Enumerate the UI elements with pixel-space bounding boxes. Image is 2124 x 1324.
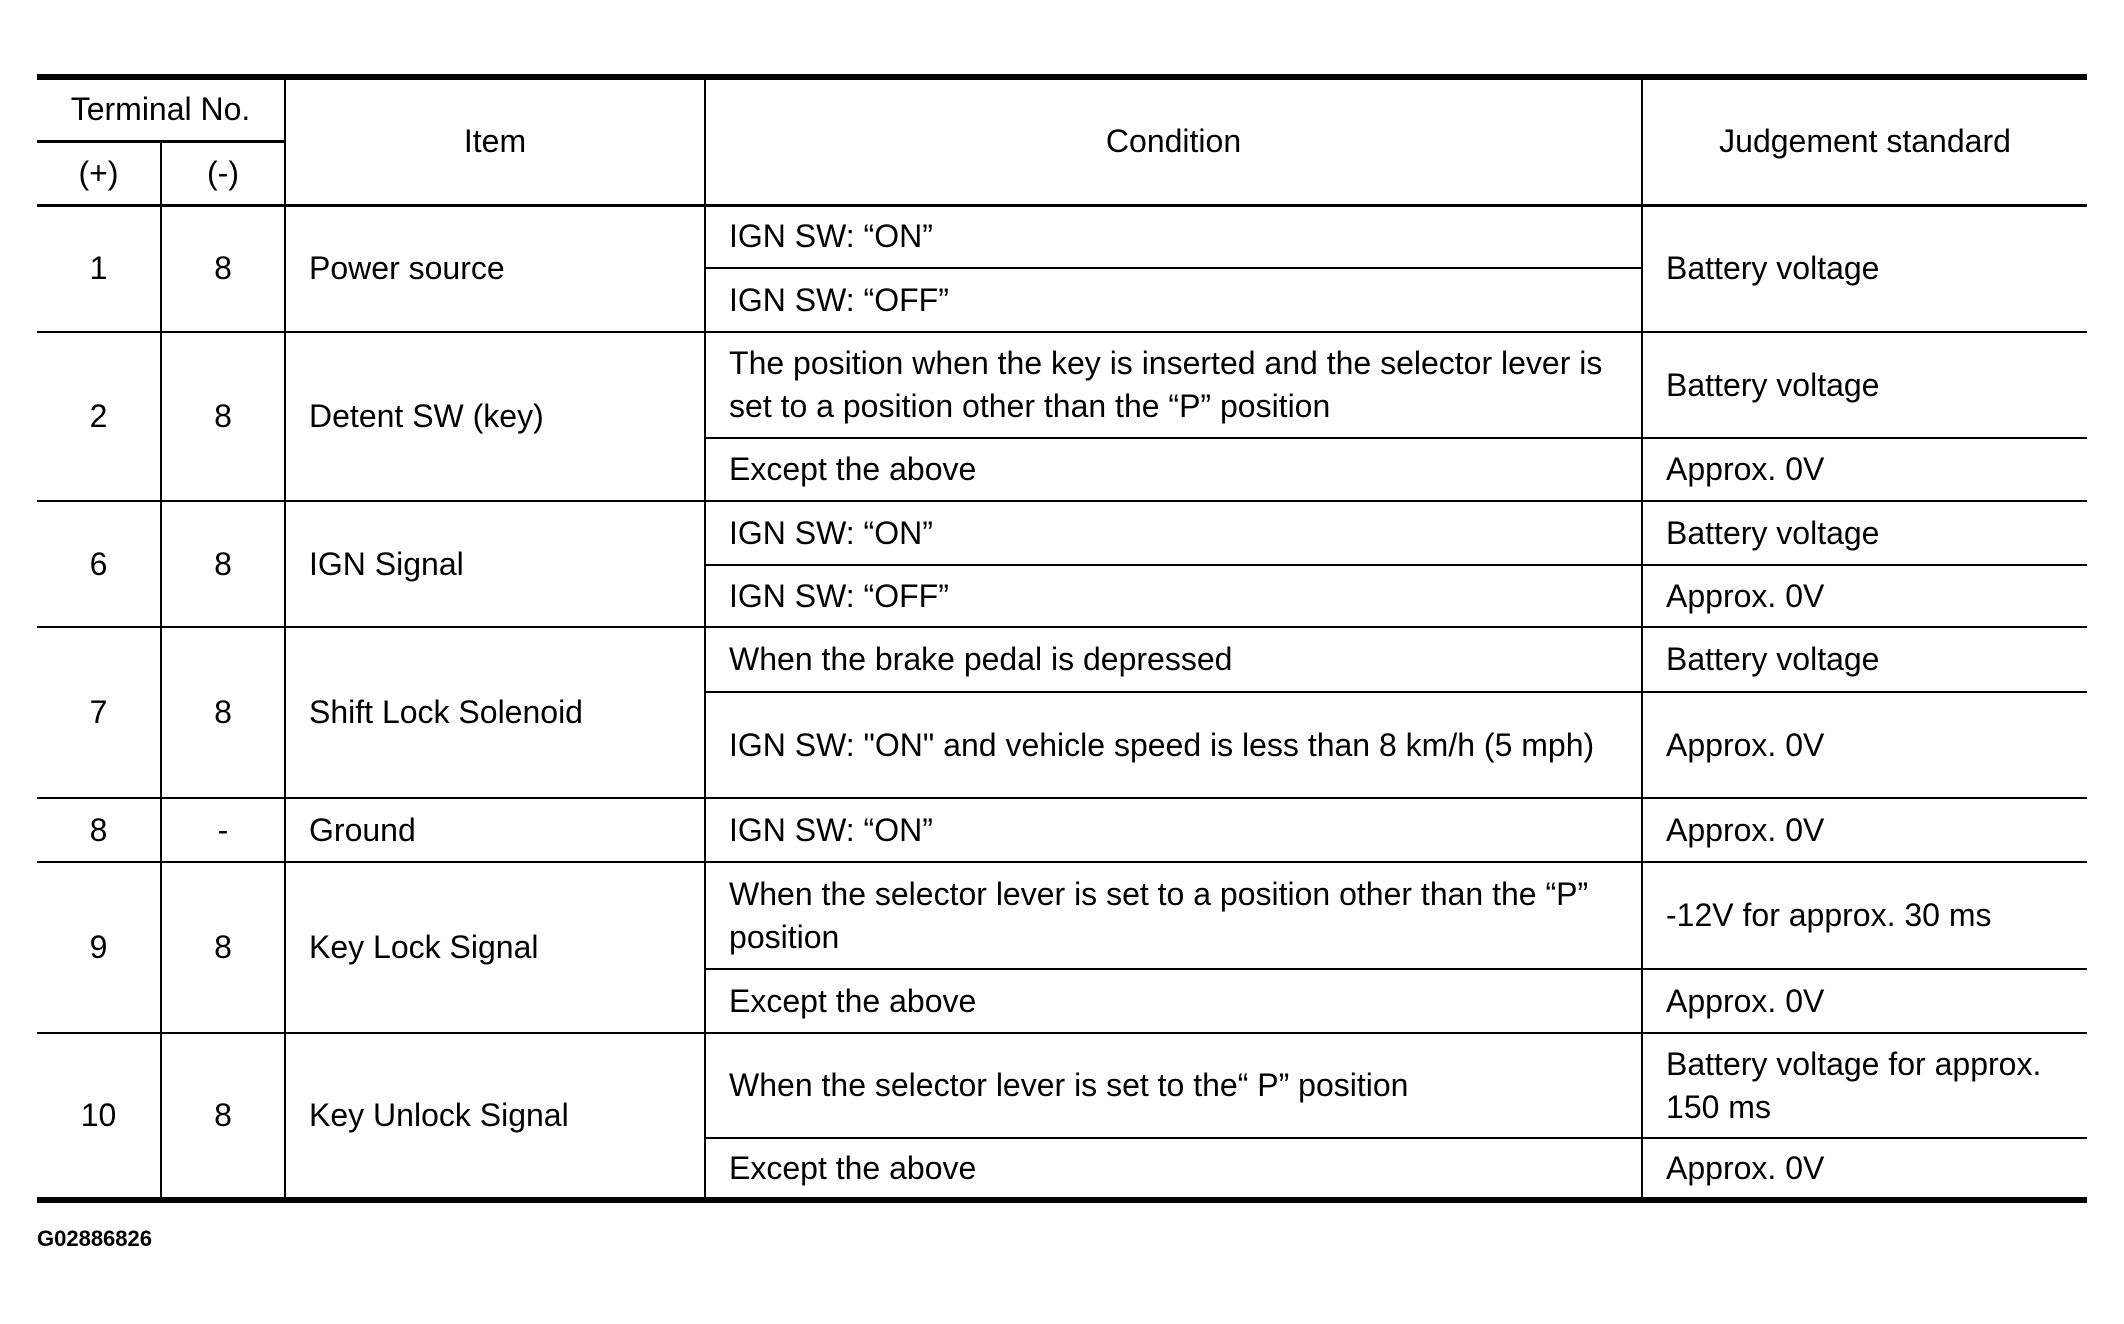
table-row: Except the above Approx. 0V [37,968,2088,1034]
condition: IGN SW: “ON” [704,500,1644,566]
terminal-plus: 7 [37,626,162,799]
item: Shift Lock Solenoid [284,626,707,799]
terminal-minus: 8 [159,1032,287,1203]
table-body: 1 8 Power source IGN SW: “ON” Battery voltag… [37,204,2088,1203]
judgement: Battery voltage [1641,331,2088,439]
terminal-minus: 8 [159,861,287,1034]
judgement: Approx. 0V [1641,968,2088,1034]
header-minus: (-) [159,140,286,207]
judgement: -12V for approx. 30 ms [1641,861,2088,970]
table-row: IGN SW: "ON" and vehicle speed is less t… [37,691,2088,799]
table-row: 9 8 Key Lock Signal When the selector lever… [37,861,2088,1034]
judgement: Approx. 0V [1641,691,2088,799]
header-plus: (+) [37,140,162,207]
terminal-plus: 2 [37,331,162,502]
figure-id: G02886826 [37,1226,152,1251]
terminal-minus: 8 [159,500,287,628]
item: Power source [284,204,707,333]
table-row: 6 8 IGN Signal IGN SW: “ON” Battery voltage [37,500,2088,628]
terminal-minus: 8 [159,204,287,333]
condition: When the selector lever is set to a posi… [704,861,1644,970]
item: IGN Signal [284,500,707,628]
terminal-plus: 6 [37,500,162,628]
judgement: Battery voltage for approx. 150 ms [1641,1032,2088,1139]
condition: Except the above [705,968,1644,1034]
condition: When the selector lever is set to the“ P… [704,1032,1644,1139]
condition: IGN SW: “ON” [704,797,1644,863]
terminal-plus: 9 [37,861,162,1034]
condition: The position when the key is inserted an… [704,331,1644,439]
table-row: 2 8 Detent SW (key) The position when the k… [37,331,2088,502]
table-row: 10 8 Key Unlock Signal When the selector le… [37,1032,2088,1203]
table-row: Except the above Approx. 0V [37,437,2088,502]
judgement: Approx. 0V [1641,437,2088,502]
terminal-minus: 8 [159,626,287,799]
header-condition: Condition [704,74,1644,207]
terminal-minus: - [159,797,287,863]
judgement: Approx. 0V [1641,1137,2088,1203]
table-row: IGN SW: “OFF” [37,267,2087,333]
judgement: Battery voltage [1641,500,2088,566]
item: Ground [284,797,707,863]
header-terminal-no: Terminal No. [37,74,287,143]
condition: IGN SW: “ON” [704,204,1644,269]
judgement: Approx. 0V [1641,564,2088,628]
terminal-plus: 10 [37,1032,162,1203]
terminal-table: Terminal No. Item Condition Judgement st… [37,74,2088,1203]
judgement: Battery voltage [1641,626,2088,693]
item: Key Lock Signal [284,861,707,1034]
condition: IGN SW: "ON" and vehicle speed is less t… [705,691,1644,799]
condition: Except the above [705,437,1644,502]
judgement: Approx. 0V [1641,797,2088,863]
condition: IGN SW: “OFF” [705,564,1644,628]
header-item: Item [284,74,707,207]
terminal-plus: 8 [37,797,162,863]
condition: IGN SW: “OFF” [705,267,1643,333]
table-row: IGN SW: “OFF” Approx. 0V [37,564,2088,628]
table-row: Except the above Approx. 0V [37,1137,2088,1203]
table-row: 8- Ground IGN SW: “ON” Approx. 0V [37,797,2088,863]
terminal-plus: 1 [37,204,162,333]
table-row: 1 8 Power source IGN SW: “ON” Battery voltag… [37,204,2088,333]
table-row: 7 8 Shift Lock Solenoid When the brake peda… [37,626,2088,799]
terminal-minus: 8 [159,331,287,502]
header-judgement: Judgement standard [1641,74,2088,207]
item: Key Unlock Signal [284,1032,707,1203]
item: Detent SW (key) [284,331,707,502]
condition: When the brake pedal is depressed [704,626,1644,693]
judgement: Battery voltage [1641,204,2088,333]
condition: Except the above [705,1137,1644,1203]
